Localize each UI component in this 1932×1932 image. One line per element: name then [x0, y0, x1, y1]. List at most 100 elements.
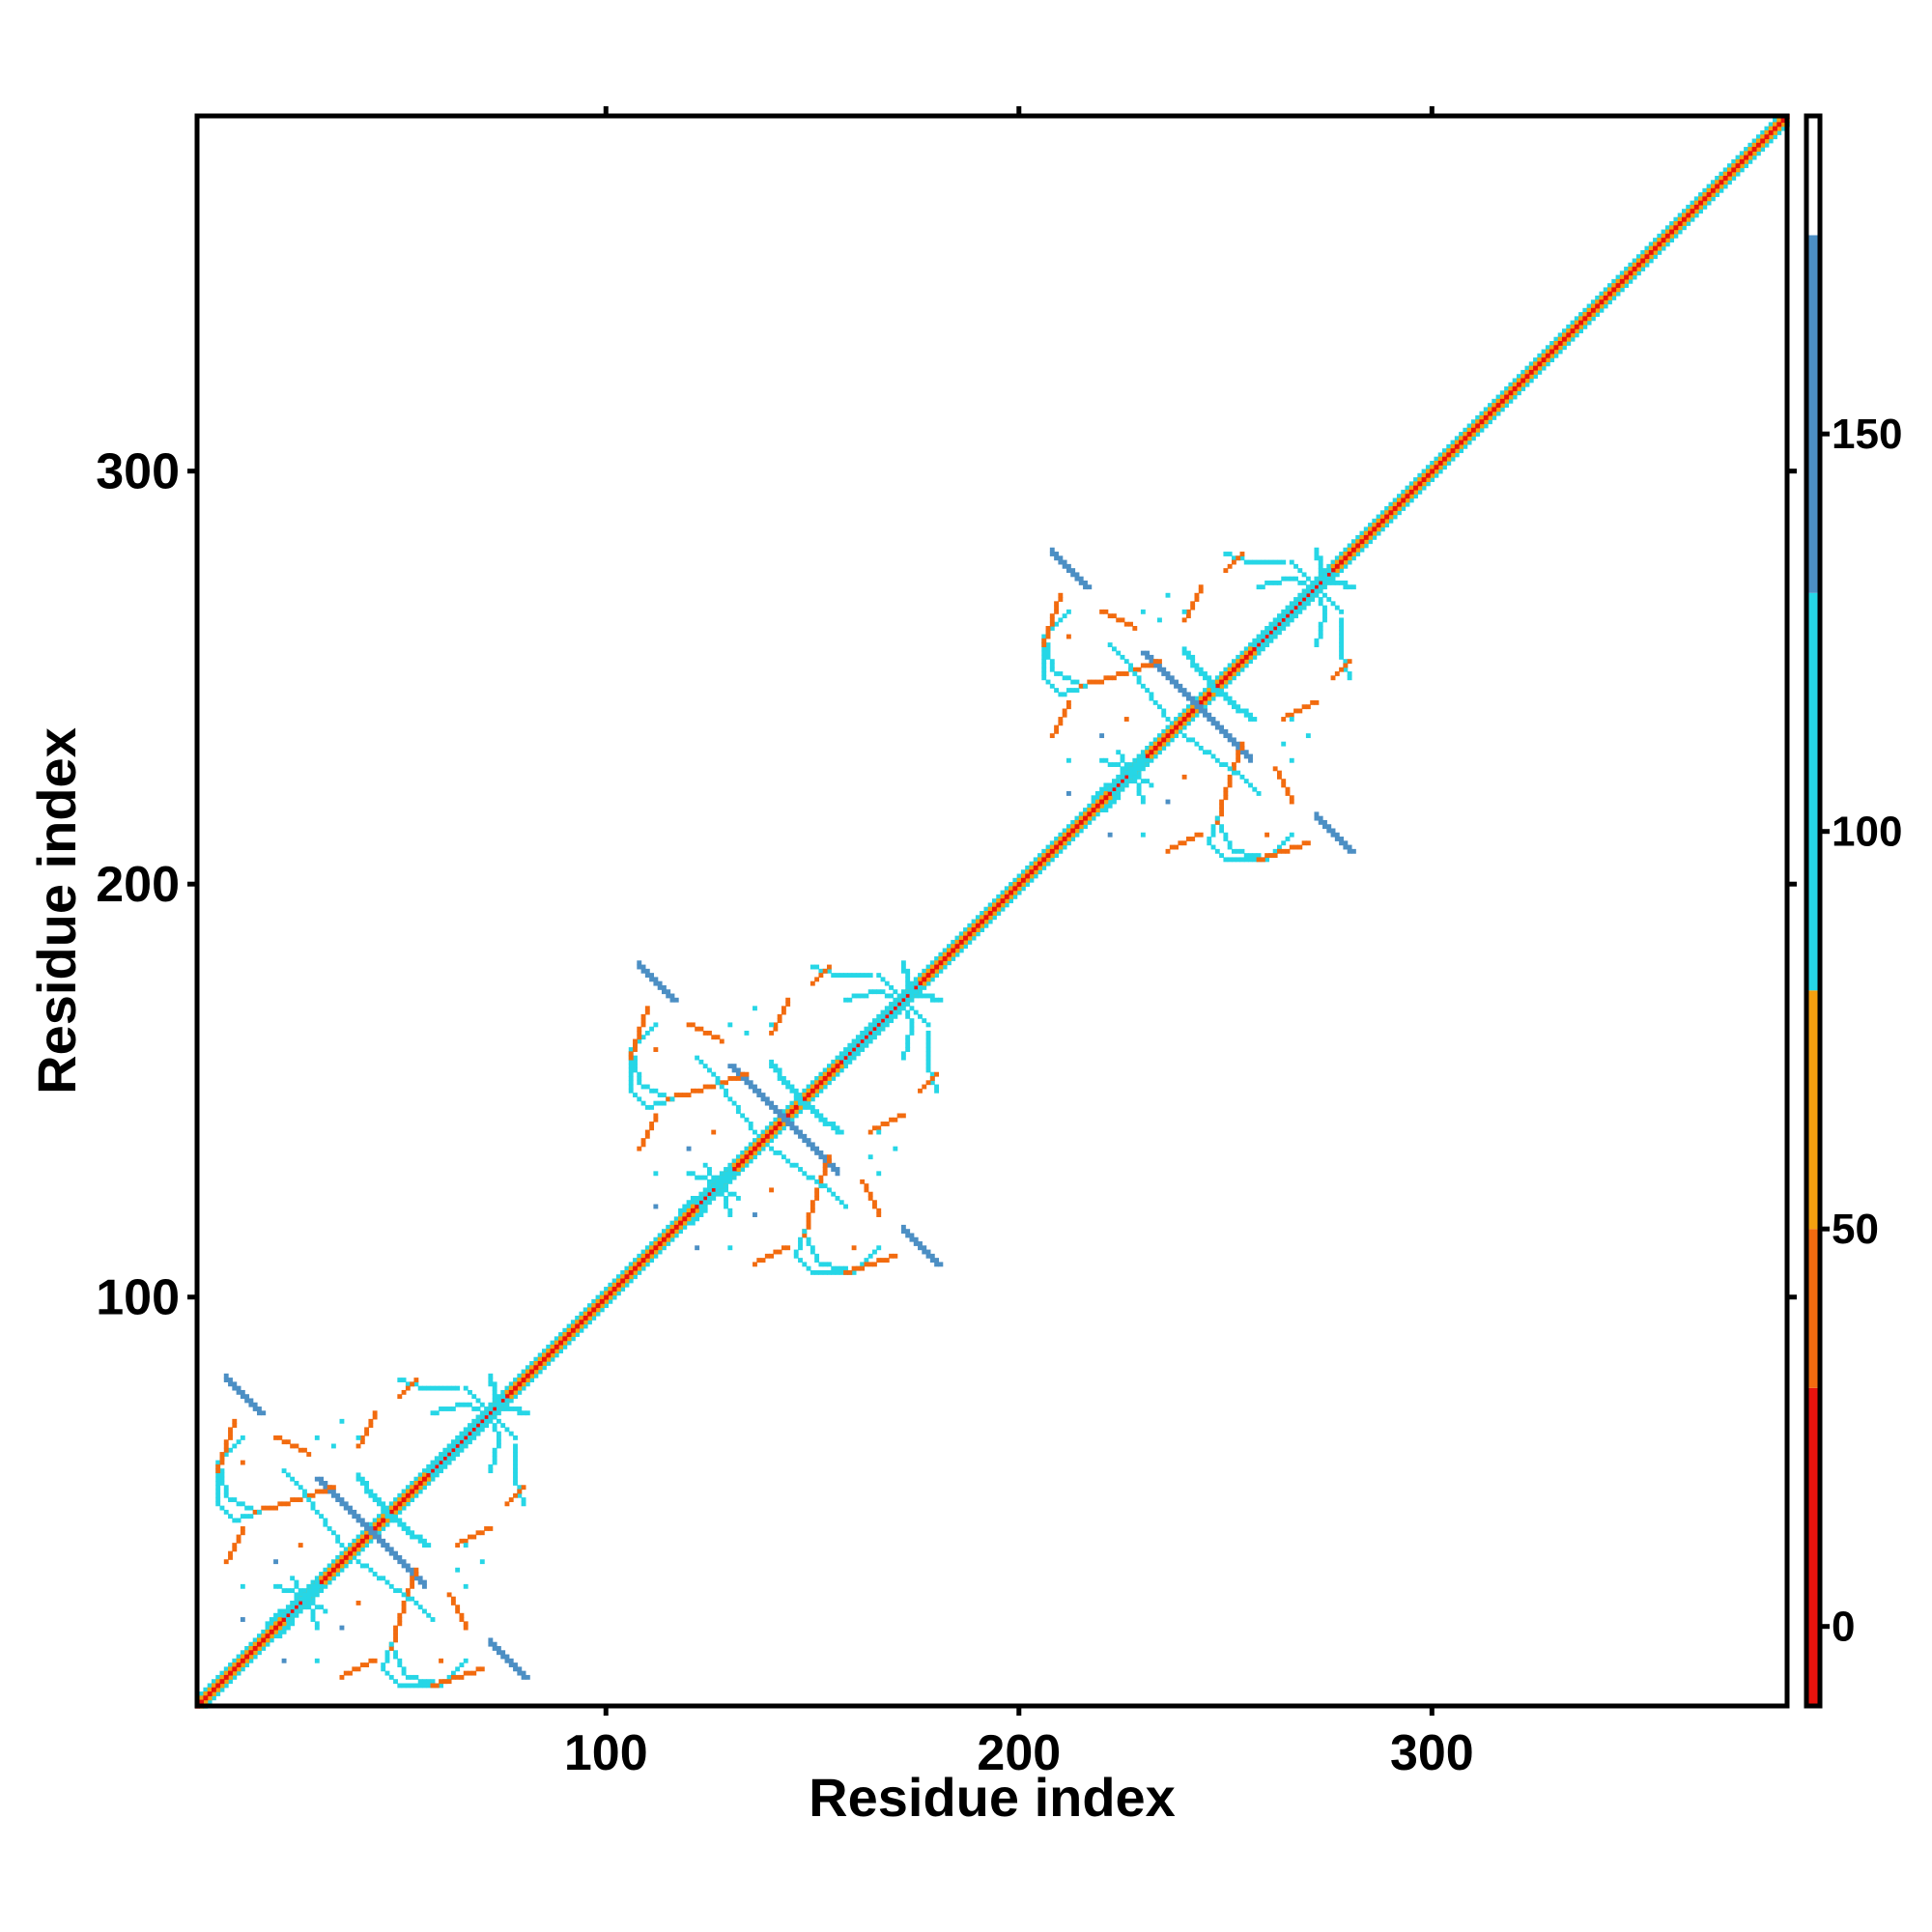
- contact-cell: [215, 1485, 221, 1491]
- contact-cell: [240, 1666, 245, 1672]
- contact-cell: [802, 1262, 808, 1267]
- contact-cell: [686, 1022, 692, 1028]
- contact-cell: [1463, 443, 1468, 449]
- contact-cell: [1421, 485, 1427, 491]
- contact-cell: [843, 1059, 848, 1065]
- contact-cell: [290, 1621, 296, 1627]
- contact-cell: [513, 1492, 518, 1498]
- contact-cell: [711, 1191, 717, 1197]
- contact-cell: [793, 1113, 799, 1119]
- contact-cell: [384, 1579, 390, 1585]
- contact-cell: [422, 1683, 427, 1689]
- contact-cell: [872, 1035, 877, 1040]
- contact-cell: [401, 1605, 407, 1610]
- contact-cell: [1359, 543, 1365, 549]
- contact-cell: [604, 1291, 609, 1296]
- contact-cell: [1384, 514, 1390, 520]
- contact-cell: [1165, 724, 1171, 730]
- contact-cell: [277, 1501, 283, 1507]
- contact-cell: [290, 1617, 296, 1622]
- contact-cell: [653, 980, 659, 986]
- contact-cell: [335, 1492, 341, 1498]
- contact-cell: [1236, 745, 1241, 751]
- contact-cell: [475, 1431, 481, 1436]
- contact-cell: [1223, 786, 1229, 792]
- contact-cell: [876, 1212, 882, 1217]
- contact-cell: [740, 1150, 746, 1155]
- contact-cell: [413, 1492, 419, 1498]
- contact-cell: [306, 1588, 312, 1594]
- contact-cell: [1727, 171, 1732, 177]
- contact-cell: [1116, 779, 1122, 784]
- contact-cell: [1570, 324, 1576, 329]
- contact-cell: [855, 1035, 861, 1040]
- colorbar-band: [1806, 1387, 1820, 1706]
- contact-cell: [455, 1402, 461, 1407]
- contact-cell: [657, 1236, 663, 1242]
- contact-cell: [686, 1200, 692, 1206]
- contact-cell: [1401, 494, 1406, 499]
- contact-cell: [236, 1654, 242, 1660]
- contact-cell: [996, 902, 1002, 908]
- contact-cell: [1578, 312, 1583, 317]
- contact-cell: [822, 1076, 828, 1081]
- contact-cell: [468, 1670, 472, 1676]
- contact-cell: [872, 1125, 877, 1131]
- contact-cell: [410, 1489, 415, 1494]
- contact-cell: [223, 1679, 229, 1685]
- contact-cell: [958, 931, 964, 937]
- contact-cell: [735, 1109, 741, 1115]
- contact-cell: [240, 1389, 245, 1395]
- contact-cell: [211, 1695, 216, 1701]
- contact-cell: [657, 984, 663, 990]
- contact-cell: [1392, 506, 1398, 511]
- contact-cell: [1285, 576, 1291, 582]
- contact-cell: [1062, 613, 1067, 619]
- contact-cell: [1318, 559, 1323, 565]
- contact-cell: [798, 1096, 803, 1102]
- contact-cell: [1557, 332, 1563, 338]
- contact-cell: [838, 1067, 844, 1073]
- colorbar-band: [1806, 116, 1820, 236]
- contact-cell: [1566, 336, 1572, 342]
- contact-cell: [847, 1042, 853, 1048]
- contact-cell: [1181, 721, 1187, 726]
- contact-cell: [644, 1245, 650, 1251]
- contact-cell: [669, 1096, 675, 1102]
- contact-cell: [393, 1634, 398, 1639]
- contact-cell: [1041, 646, 1047, 652]
- contact-cell: [925, 1059, 931, 1065]
- contact-cell: [310, 1592, 316, 1598]
- contact-cell: [657, 1100, 663, 1106]
- contact-cell: [707, 1084, 712, 1090]
- contact-cell: [633, 1059, 638, 1065]
- contact-cell: [1561, 336, 1567, 342]
- contact-cell: [698, 1204, 704, 1209]
- contact-cell: [393, 1497, 398, 1502]
- contact-cell: [1541, 353, 1547, 358]
- contact-cell: [1248, 857, 1253, 863]
- contact-cell: [393, 1679, 398, 1685]
- contact-cell: [624, 1274, 630, 1280]
- contact-cell: [384, 1543, 390, 1548]
- contact-cell: [1116, 650, 1122, 656]
- contact-cell: [566, 1332, 572, 1337]
- contact-cell: [1735, 155, 1741, 160]
- contact-cell: [653, 1047, 659, 1052]
- contact-cell: [653, 1088, 659, 1094]
- contact-cell: [1495, 398, 1501, 404]
- contact-cell: [1334, 580, 1340, 585]
- contact-cell: [298, 1485, 303, 1491]
- contact-cell: [248, 1641, 254, 1647]
- contact-cell: [513, 1472, 518, 1478]
- contact-cell: [417, 1385, 423, 1391]
- contact-cell: [475, 1406, 481, 1411]
- contact-cell: [1528, 378, 1534, 384]
- contact-cell: [1041, 675, 1047, 681]
- contact-cell: [319, 1576, 324, 1581]
- contact-cell: [364, 1530, 370, 1536]
- contact-cell: [1094, 795, 1100, 801]
- contact-cell: [1223, 837, 1229, 841]
- contact-cell: [1264, 580, 1270, 585]
- contact-cell: [1149, 692, 1154, 697]
